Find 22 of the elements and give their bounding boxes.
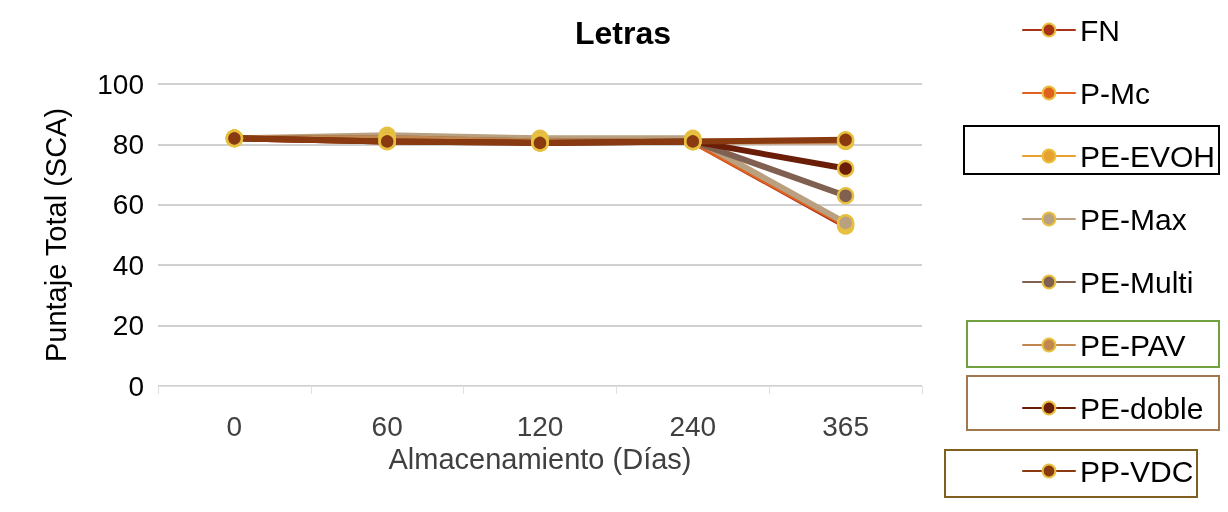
x-tick-label: 120 (516, 410, 564, 442)
x-tick-label: 365 (822, 410, 869, 442)
legend-label: PE-Multi (1079, 265, 1194, 299)
x-tick-label: 60 (371, 410, 403, 442)
x-tick-label: 240 (669, 410, 717, 442)
legend-label: PP-VDC (1079, 454, 1194, 488)
chart-title: Letras (574, 15, 672, 51)
legend-label: PE-PAV (1079, 328, 1186, 362)
y-tick-label: 40 (112, 249, 144, 281)
y-axis-title: Puntaje Total (SCA) (39, 107, 72, 363)
legend-label: PE-Max (1079, 202, 1187, 236)
legend-label: PE-doble (1079, 391, 1204, 425)
y-tick-label: 0 (128, 370, 144, 402)
y-tick-label: 80 (112, 128, 144, 160)
y-tick-label: 100 (97, 68, 144, 100)
x-tick-label: 0 (226, 410, 243, 442)
y-tick-label: 60 (112, 189, 144, 221)
legend-label: PE-EVOH (1079, 139, 1215, 173)
x-axis-title: Almacenamiento (Días) (388, 443, 692, 476)
legend-label: FN (1079, 13, 1120, 47)
legend-label: P-Mc (1079, 76, 1150, 110)
y-tick-label: 20 (112, 310, 144, 342)
